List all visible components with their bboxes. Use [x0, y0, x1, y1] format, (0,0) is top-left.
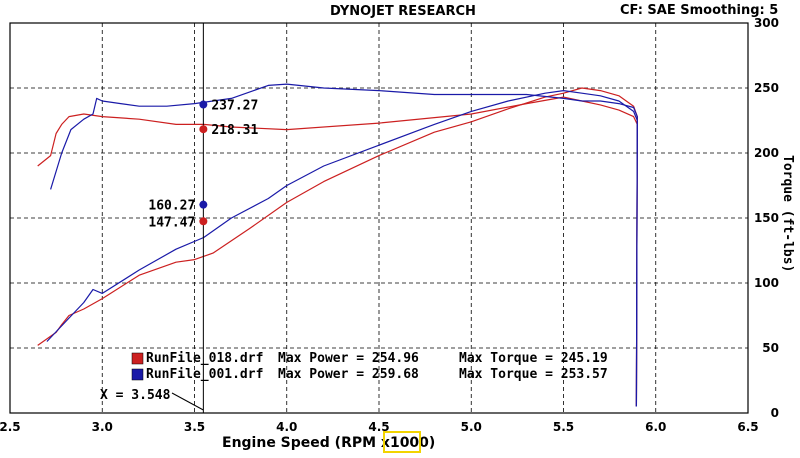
settings-readout: CF: SAE Smoothing: 5: [620, 3, 778, 18]
x-tick-label: 5.0: [461, 420, 482, 434]
cursor-value-label: 160.27: [148, 199, 195, 214]
legend-file-run018: RunFile_018.drf: [146, 351, 263, 366]
cursor-value-label: 237.27: [211, 99, 258, 114]
series-line-torque: [50, 83, 638, 407]
cursor-marker-dot: [199, 217, 208, 226]
y-tick-label: 0: [771, 406, 779, 420]
x-tick-label: 5.5: [553, 420, 574, 434]
x-tick-label: 3.0: [92, 420, 113, 434]
grid-lines: [10, 23, 748, 413]
x-axis-title: Engine Speed (RPM x1000): [222, 435, 435, 451]
chart-header-title: DYNOJET RESEARCH: [330, 4, 476, 19]
y-tick-label: 200: [754, 146, 779, 160]
legend-max-power-run018: Max Power = 254.96: [278, 351, 419, 366]
x-tick-label: 6.5: [737, 420, 758, 434]
y-tick-label: 100: [754, 276, 779, 290]
series-line-torque: [37, 96, 638, 407]
y-tick-label: 150: [754, 211, 779, 225]
cursor-leader-line: [171, 392, 204, 411]
x-tick-label: 4.0: [276, 420, 297, 434]
y-axis-title: Torque (ft-lbs): [780, 155, 795, 272]
legend-max-torque-run001: Max Torque = 253.57: [459, 367, 608, 382]
cursor-marker-dot: [199, 200, 208, 209]
y-tick-label: 300: [754, 16, 779, 30]
y-axis-ticks: 0 50 100 150 200 250 300: [754, 16, 779, 420]
series-line-power: [37, 87, 638, 407]
x1000-highlight-box: [383, 431, 421, 453]
legend-swatch-run018: [131, 352, 144, 365]
cursor-marker-dot: [199, 125, 208, 134]
legend-swatch-run001: [131, 368, 144, 381]
legend-max-power-run001: Max Power = 259.68: [278, 367, 419, 382]
x-axis-ticks: 2.5 3.0 3.5 4.0 4.5 5.0 5.5 6.0 6.5: [0, 420, 759, 434]
legend-file-run001: RunFile_001.drf: [146, 367, 263, 382]
series-curves: [37, 83, 638, 407]
x-tick-label: 4.5: [368, 420, 389, 434]
cursor-value-label: 147.47: [148, 215, 195, 230]
legend: RunFile_018.drf Max Power = 254.96 Max T…: [131, 351, 608, 382]
series-line-power: [46, 90, 638, 407]
cursor-value-label: 218.31: [211, 123, 258, 138]
y-tick-label: 50: [762, 341, 779, 355]
y-tick-label: 250: [754, 81, 779, 95]
x-tick-label: 3.5: [184, 420, 205, 434]
legend-max-torque-run018: Max Torque = 245.19: [459, 351, 608, 366]
x-tick-label: 6.0: [645, 420, 666, 434]
cursor-readout: X = 3.548: [100, 388, 171, 403]
x-tick-label: 2.5: [0, 420, 21, 434]
cursor-marker-dot: [199, 100, 208, 109]
